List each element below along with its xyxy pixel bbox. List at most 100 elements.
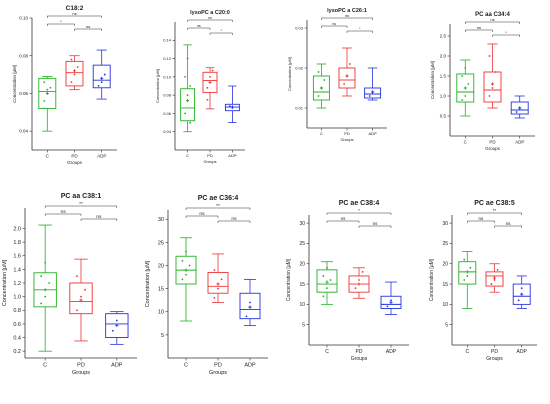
- y-axis-label: Concentration [µM]: [145, 260, 151, 307]
- data-point: [184, 112, 186, 115]
- significance-bracket: [187, 19, 233, 22]
- data-point: [323, 79, 326, 81]
- mean-marker: [463, 86, 467, 90]
- y-tick-label: 2.0: [13, 226, 21, 232]
- y-tick-label: 0.5: [440, 114, 447, 119]
- data-point: [461, 99, 464, 101]
- data-point: [317, 71, 320, 73]
- significance-label: ns: [341, 216, 347, 221]
- iqr-box: [380, 295, 402, 309]
- y-tick-label: 10: [299, 302, 305, 308]
- x-tick-label: PD: [344, 131, 350, 136]
- data-point: [322, 275, 325, 277]
- iqr-box: [69, 282, 93, 315]
- data-point: [44, 295, 47, 298]
- y-tick-label: 0.2: [13, 349, 21, 355]
- x-tick-label: C: [184, 363, 188, 369]
- box-C: [38, 76, 57, 132]
- significance-bracket: [185, 215, 219, 218]
- significance-bracket: [358, 225, 392, 228]
- iqr-box: [65, 60, 84, 87]
- mean-marker: [357, 282, 361, 286]
- y-tick-label: 0.06: [19, 91, 28, 96]
- box-ADP: [224, 85, 240, 123]
- x-tick-label: ADP: [515, 140, 524, 145]
- panel-title: C18:2: [66, 5, 84, 12]
- x-axis-label: Groups: [203, 159, 216, 164]
- mean-marker: [216, 282, 220, 286]
- x-tick-label: C: [186, 153, 189, 158]
- significance-bracket: [326, 212, 392, 215]
- mean-marker: [520, 292, 524, 296]
- x-tick-label: PD: [214, 363, 222, 369]
- data-point: [463, 279, 466, 281]
- significance-label: ns: [506, 221, 512, 226]
- data-point: [249, 301, 251, 304]
- significance-label: ns: [231, 217, 237, 222]
- iqr-box: [92, 64, 111, 89]
- data-point: [84, 288, 86, 291]
- box-ADP: [510, 95, 529, 119]
- y-tick-label: 2.0: [440, 54, 447, 59]
- panel-title: PC aa C38:1: [61, 193, 102, 200]
- panel-title: PC ae C36:4: [198, 195, 239, 202]
- data-point: [213, 269, 216, 272]
- panel-title: lysoPC a C26:1: [327, 8, 367, 14]
- data-point: [40, 302, 43, 305]
- panel-8: PC ae C38:5 30 25 20 15 10 5 Concentration [µM]…: [429, 200, 537, 362]
- data-point: [496, 268, 499, 271]
- x-tick-label: C: [325, 349, 329, 355]
- y-tick-label: 15: [158, 287, 164, 293]
- significance-label: ns: [199, 212, 205, 217]
- data-point: [520, 287, 523, 290]
- significance-label: ns: [345, 14, 349, 18]
- box-C: [312, 63, 330, 109]
- y-tick-label: 0.03: [295, 25, 304, 30]
- significance-label: **: [216, 203, 220, 209]
- y-tick-label: 0.08: [163, 93, 172, 98]
- iqr-box: [338, 67, 356, 89]
- mean-marker: [248, 305, 252, 309]
- mean-marker: [371, 90, 375, 94]
- data-point: [115, 319, 118, 322]
- y-tick-label: 0.02: [295, 65, 304, 70]
- significance-bracket: [467, 220, 495, 223]
- significance-label: ns: [60, 210, 66, 215]
- y-tick-label: 30: [442, 221, 448, 227]
- data-point: [186, 94, 189, 97]
- data-point: [228, 105, 231, 108]
- data-point: [44, 261, 47, 264]
- y-tick-label: 30: [158, 217, 164, 223]
- significance-bracket: [185, 207, 251, 210]
- y-tick-label: 1.0: [440, 94, 447, 99]
- iqr-box: [312, 75, 330, 101]
- data-point: [70, 58, 73, 61]
- significance-bracket: [47, 23, 75, 26]
- x-tick-label: C: [465, 349, 469, 355]
- iqr-box: [105, 313, 129, 338]
- significance-bracket: [47, 15, 102, 18]
- y-tick-label: 15: [442, 282, 448, 288]
- x-tick-label: PD: [207, 153, 213, 158]
- x-axis-label: Groups: [72, 370, 90, 376]
- box-ADP: [105, 311, 129, 345]
- significance-label: *: [359, 27, 361, 31]
- significance-label: **: [79, 201, 83, 207]
- mean-marker: [115, 323, 119, 327]
- y-tick-label: 15: [299, 282, 305, 288]
- y-tick-label: 0.6: [13, 322, 21, 328]
- x-axis-label: Groups: [486, 356, 503, 362]
- data-point: [46, 88, 49, 91]
- box-ADP: [512, 275, 531, 309]
- box-PD: [65, 55, 84, 91]
- mean-marker: [45, 91, 49, 96]
- data-point: [348, 63, 351, 65]
- data-point: [329, 279, 332, 281]
- significance-bracket: [44, 205, 118, 208]
- panel-4: PC aa C34:4 2.5 2.0 1.5 1.0 0.5 Concentration …: [430, 12, 535, 151]
- panel-3: lysoPC a C26:1 0.03 0.02 0.01 Concentration …: [287, 8, 387, 142]
- x-tick-label: PD: [489, 140, 496, 145]
- panel-6: PC ae C36:4 30 25 20 15 10 5 Concentration [µM]…: [145, 195, 268, 376]
- mean-marker: [208, 80, 212, 84]
